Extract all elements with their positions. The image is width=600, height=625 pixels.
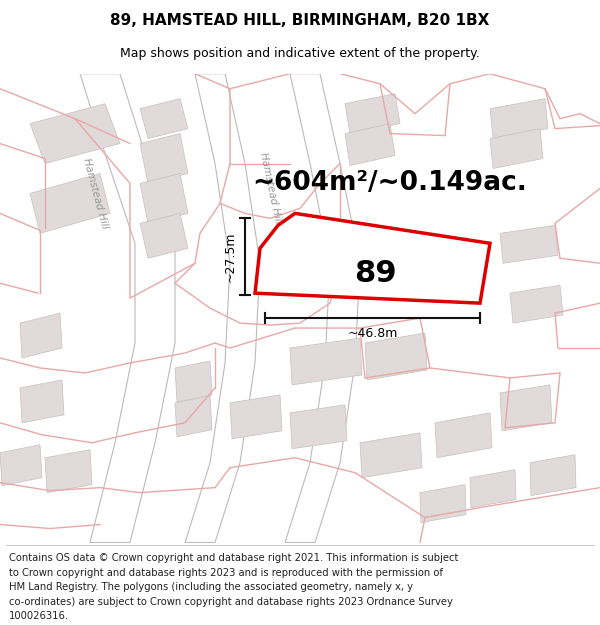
Polygon shape	[140, 213, 188, 258]
Polygon shape	[175, 361, 212, 402]
Polygon shape	[285, 74, 360, 542]
Polygon shape	[345, 94, 400, 134]
Text: 100026316.: 100026316.	[9, 611, 69, 621]
Text: Hamstead Hill: Hamstead Hill	[81, 157, 109, 230]
Polygon shape	[345, 124, 395, 166]
Polygon shape	[80, 74, 175, 542]
Polygon shape	[470, 470, 516, 508]
Text: Hamstead Hill: Hamstead Hill	[257, 152, 283, 225]
Polygon shape	[420, 484, 466, 522]
Polygon shape	[140, 99, 188, 139]
Polygon shape	[140, 134, 188, 184]
Text: ~604m²/~0.149ac.: ~604m²/~0.149ac.	[253, 171, 527, 196]
Text: Contains OS data © Crown copyright and database right 2021. This information is : Contains OS data © Crown copyright and d…	[9, 553, 458, 563]
Polygon shape	[290, 338, 362, 385]
Polygon shape	[490, 99, 548, 139]
Text: 89: 89	[353, 259, 397, 288]
Polygon shape	[30, 174, 110, 233]
Polygon shape	[175, 396, 212, 437]
Polygon shape	[255, 213, 490, 303]
Polygon shape	[360, 432, 422, 478]
Polygon shape	[290, 405, 347, 449]
Polygon shape	[20, 380, 64, 423]
Polygon shape	[45, 450, 92, 493]
Text: Map shows position and indicative extent of the property.: Map shows position and indicative extent…	[120, 47, 480, 59]
Polygon shape	[500, 385, 552, 431]
Text: ~46.8m: ~46.8m	[347, 326, 398, 339]
Text: HM Land Registry. The polygons (including the associated geometry, namely x, y: HM Land Registry. The polygons (includin…	[9, 582, 413, 592]
Text: co-ordinates) are subject to Crown copyright and database rights 2023 Ordnance S: co-ordinates) are subject to Crown copyr…	[9, 596, 453, 606]
Polygon shape	[230, 395, 282, 439]
Polygon shape	[510, 285, 563, 323]
Polygon shape	[185, 74, 260, 542]
Polygon shape	[490, 129, 543, 169]
Polygon shape	[30, 104, 120, 164]
Text: ~27.5m: ~27.5m	[223, 231, 236, 282]
Text: to Crown copyright and database rights 2023 and is reproduced with the permissio: to Crown copyright and database rights 2…	[9, 568, 443, 578]
Polygon shape	[500, 226, 558, 263]
Polygon shape	[365, 333, 427, 380]
Polygon shape	[140, 174, 188, 223]
Polygon shape	[0, 445, 42, 486]
Polygon shape	[435, 413, 492, 458]
Text: 89, HAMSTEAD HILL, BIRMINGHAM, B20 1BX: 89, HAMSTEAD HILL, BIRMINGHAM, B20 1BX	[110, 13, 490, 28]
Polygon shape	[530, 455, 576, 496]
Polygon shape	[20, 313, 62, 358]
